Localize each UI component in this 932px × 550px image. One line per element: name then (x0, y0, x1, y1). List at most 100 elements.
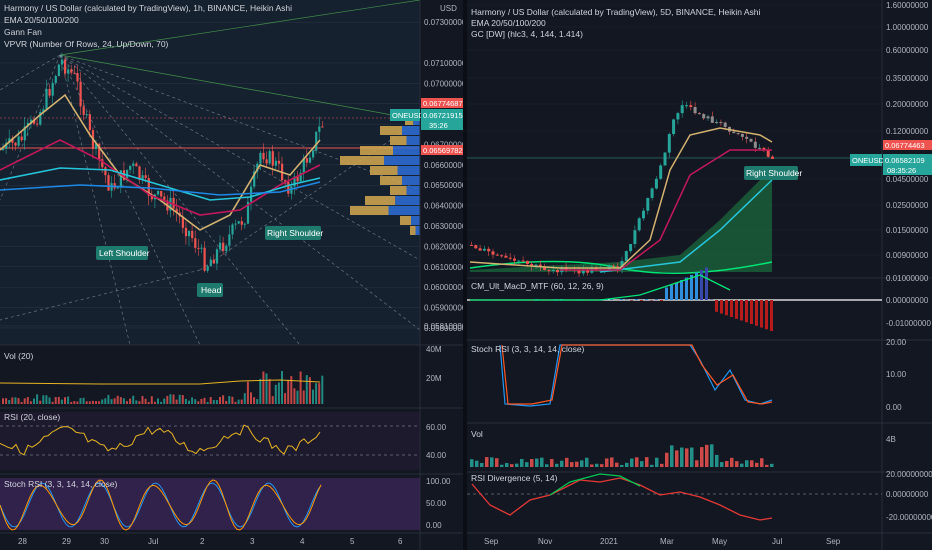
left-price-label-4: 0.06500000 (424, 181, 467, 190)
right-vol-bar-725 (725, 460, 729, 467)
right-vol-bar-555 (555, 463, 559, 467)
left-candle-body-33 (33, 119, 36, 124)
right-candle-body-711 (710, 116, 714, 123)
left-vol-bar-259 (259, 378, 262, 404)
right-price-label-4: 0.20000000 (886, 100, 929, 109)
macd-hist-680 (680, 280, 683, 300)
left-vol-bar-312 (312, 389, 314, 404)
rsidiv-axis-2: -20.00000000 (886, 513, 932, 522)
left-stoch-lines (0, 479, 322, 531)
right-tag-green-text: 0.06582109 (885, 156, 925, 165)
left-candle-body-213 (212, 259, 215, 264)
left-vol-bar-64 (64, 397, 66, 404)
left-vol-bar-231 (231, 396, 234, 404)
left-vol-bar-256 (256, 399, 259, 404)
left-candle-body-176 (175, 208, 178, 213)
gann-line-1 (59, 54, 421, 121)
left-rsi-line-path (0, 424, 321, 456)
right-volume-bars (470, 444, 774, 467)
vpvr-bar-up-8 (400, 216, 411, 225)
left-vol-bar-45 (45, 395, 48, 404)
macd-hist-665 (665, 287, 668, 300)
right-vol-bar-595 (595, 463, 599, 467)
right-vol-bar-520 (520, 458, 524, 467)
left-stoch-d (0, 479, 322, 531)
left-price-label-13: 0.06200000 (424, 242, 467, 251)
rsi-divergence-pane (467, 473, 882, 521)
vpvr-bar-down-6 (395, 196, 420, 205)
right-vol-bar-640 (640, 461, 644, 467)
macd-hist-620 (620, 299, 623, 300)
right-candle-body-741 (740, 133, 744, 137)
macd-hist-690 (690, 275, 693, 300)
right-vol-bar-695 (695, 460, 699, 467)
left-vol-bar-141 (141, 395, 144, 404)
right-candle-body-599 (599, 270, 602, 272)
left-vol-bar-61 (60, 399, 63, 404)
left-candle-body-182 (181, 216, 184, 228)
right-ema20-line (469, 127, 773, 269)
left-candle-body-309 (308, 157, 312, 163)
rstoch-axis-1: 10.00 (886, 370, 907, 379)
macd-hist-755 (755, 300, 758, 326)
left-price-label-7: 0.05900000 (424, 304, 467, 313)
right-vol-bar-690 (690, 447, 694, 467)
right-candle-body-487 (487, 248, 491, 252)
right-candle-body-534 (534, 264, 538, 267)
left-indicator-gann: Gann Fan (4, 27, 42, 37)
left-vol-bar-228 (228, 396, 231, 404)
right-price-label-3: 0.35000000 (886, 74, 929, 83)
left-vol-bar-166 (166, 395, 169, 404)
left-currency: USD (440, 4, 457, 13)
head-label: Head (201, 285, 222, 295)
gann-line-5 (59, 54, 301, 346)
left-tag-symbol (390, 109, 420, 121)
left-vol-bar-49 (48, 397, 51, 404)
gann-line-0 (59, 0, 421, 56)
left-candle-body-200 (200, 247, 203, 249)
left-vol-bar-55 (54, 397, 57, 404)
left-vol-bar-157 (157, 398, 159, 404)
rsidiv-red-line (471, 477, 773, 521)
left-vol-bar-169 (169, 394, 172, 404)
left-vol-bar-52 (51, 401, 54, 404)
right-price-label-2: 0.60000000 (886, 46, 929, 55)
left-candle-body-191 (191, 230, 194, 239)
left-x-label-4: 2 (200, 537, 205, 546)
left-candle-body-11 (11, 138, 14, 143)
left-candle-body-172 (172, 197, 175, 209)
left-vol-axis-0: 40M (426, 345, 442, 354)
right-candle-body-513 (513, 258, 516, 261)
right-vol-bar-740 (740, 463, 744, 467)
left-candle-body-256 (256, 163, 259, 172)
left-candle-body-61 (60, 59, 64, 65)
right-price-label-0: 1.60000000 (886, 1, 929, 10)
left-candle-body-36 (36, 123, 39, 125)
right-vol-bar-540 (540, 457, 544, 467)
left-rsi-label: RSI (20, close) (4, 412, 60, 422)
right-candle-body-758 (758, 147, 762, 149)
left-vol-bar-293 (293, 388, 296, 404)
left-x-label-8: 6 (398, 537, 403, 546)
right-candle-body-500 (500, 255, 504, 257)
right-vol-bar-470 (470, 459, 474, 467)
vpvr-bar-up-6 (365, 196, 396, 205)
right-price-label-1: 1.00000000 (886, 23, 929, 32)
macd-hist-720 (720, 300, 723, 314)
left-candle-body-244 (243, 223, 246, 225)
left-vol-axis-1: 20M (426, 374, 442, 383)
left-vol-bar-321 (321, 375, 324, 404)
left-candle-body-45 (45, 88, 48, 110)
left-vol-bar-200 (200, 398, 203, 404)
left-candle-body-21 (20, 136, 23, 141)
left-candle-body-293 (293, 176, 296, 187)
right-vol-bar-620 (620, 464, 624, 467)
right-candle-body-698 (697, 113, 701, 115)
left-candle-body-107 (107, 175, 110, 191)
left-candle-body-145 (144, 175, 147, 179)
macd-axis-2: -0.01000000 (886, 319, 931, 328)
right-vol-bar-625 (625, 462, 629, 467)
right-candle-body-539 (538, 264, 542, 268)
right-candle-body-582 (581, 269, 585, 274)
